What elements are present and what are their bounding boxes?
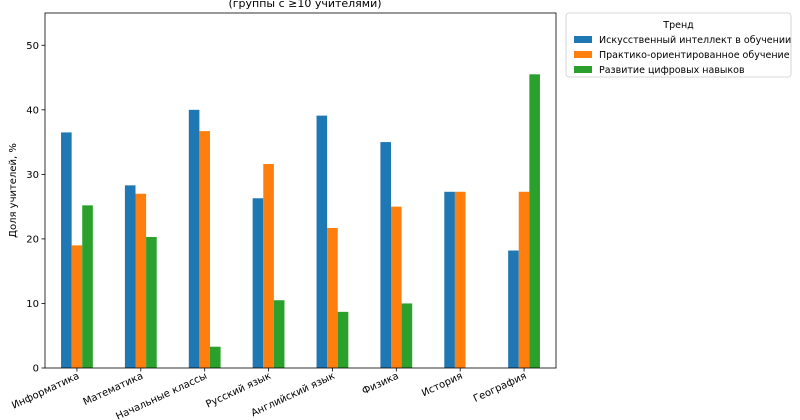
bar-2-3 <box>199 131 210 368</box>
legend: Тренд Искусственный интеллект в обучении П… <box>565 12 792 78</box>
legend-entry-3: Развитие цифровых навыков <box>599 65 745 76</box>
bar-1-5 <box>316 115 328 368</box>
legend-swatch-2 <box>574 51 592 58</box>
bar-2-8 <box>518 191 530 368</box>
bar-3-2 <box>146 236 157 368</box>
x-tick-label: Физика <box>361 371 401 397</box>
x-tick-label: Информатика <box>10 371 81 412</box>
bar-3-8 <box>529 74 540 368</box>
bar-2-5 <box>327 227 338 368</box>
bar-3-6 <box>401 303 413 368</box>
bar-2-2 <box>135 193 147 368</box>
x-tick-label: История <box>420 371 464 399</box>
bar-3-4 <box>273 300 285 368</box>
y-tick-label: 20 <box>26 234 39 245</box>
bar-1-2 <box>124 185 136 368</box>
bar-2-4 <box>263 164 274 368</box>
legend-entry-1: Искусственный интеллект в обучении <box>599 35 791 46</box>
y-tick-label: 30 <box>26 170 39 181</box>
y-axis-title: Доля учителей, % <box>8 143 19 238</box>
bar-2-7 <box>454 191 466 368</box>
bar-1-6 <box>380 142 392 368</box>
legend-box <box>565 12 792 78</box>
bar-1-4 <box>252 198 264 368</box>
y-tick-label: 40 <box>26 105 39 116</box>
chart-title: (группы с ≥10 учителями) <box>228 0 381 10</box>
legend-swatch-3 <box>574 66 592 73</box>
legend-entry-2: Практико-ориентированное обучение <box>599 50 790 61</box>
axes-frame <box>44 12 557 369</box>
bar-3-3 <box>209 346 221 368</box>
legend-title: Тренд <box>662 20 694 31</box>
y-tick-label: 0 <box>33 364 39 375</box>
x-tick-label: География <box>472 371 528 405</box>
bar-2-1 <box>71 245 83 368</box>
bar-2-6 <box>391 206 402 368</box>
bar-1-7 <box>444 191 455 368</box>
bar-3-1 <box>82 205 93 368</box>
legend-swatch-1 <box>574 36 592 43</box>
y-tick-label: 50 <box>26 41 39 52</box>
y-tick-label: 10 <box>26 299 39 310</box>
bar-1-3 <box>188 109 200 368</box>
bar-3-5 <box>337 311 349 368</box>
bar-1-8 <box>508 250 519 368</box>
bar-1-1 <box>61 132 72 368</box>
